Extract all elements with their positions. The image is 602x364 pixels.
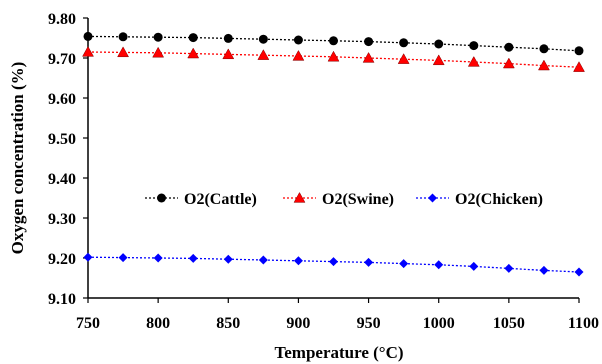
x-tick-label: 800 [146, 315, 170, 332]
legend-label: O2(Swine) [322, 191, 394, 208]
plot-area [82, 31, 585, 277]
data-point [258, 255, 268, 265]
y-tick-label: 9.30 [48, 211, 76, 228]
legend-item: O2(Chicken) [416, 191, 543, 208]
data-point [188, 33, 198, 43]
data-point [82, 45, 94, 57]
y-axis-title: Oxygen concentration (%) [8, 62, 27, 255]
data-point [434, 260, 444, 270]
legend: O2(Cattle) O2(Swine) O2(Chicken) [145, 191, 543, 208]
data-point [504, 263, 514, 273]
legend-marker [428, 193, 437, 203]
legend-label: O2(Chicken) [455, 191, 543, 208]
y-tick-label: 9.80 [48, 11, 76, 28]
data-point [118, 253, 128, 263]
legend-label: O2(Cattle) [184, 191, 257, 208]
x-axis-title: Temperature (°C) [274, 343, 403, 362]
y-tick-label: 9.50 [48, 131, 76, 148]
data-point [467, 55, 480, 67]
y-tick-label: 9.70 [48, 51, 76, 68]
legend-marker [157, 193, 166, 203]
data-point [538, 59, 550, 71]
data-point [292, 49, 305, 61]
data-point [502, 57, 515, 69]
data-point [504, 42, 514, 52]
data-point [539, 44, 549, 54]
x-tick-label: 750 [76, 315, 100, 332]
series-3 [83, 252, 584, 277]
tick-labels: 9.10 9.20 9.30 9.40 9.50 9.60 9.70 9.80 750 800 85… [48, 11, 599, 332]
data-point [83, 252, 93, 262]
x-tick-label: 900 [286, 315, 310, 332]
data-point [188, 253, 198, 263]
data-point [432, 54, 445, 66]
legend-marker [293, 191, 306, 203]
series-1 [83, 31, 584, 56]
data-point [153, 253, 163, 263]
data-point [223, 33, 233, 43]
data-point [573, 61, 585, 72]
series-2 [82, 45, 585, 72]
data-point [574, 46, 584, 56]
y-tick-label: 9.20 [48, 251, 76, 268]
data-point [434, 39, 444, 49]
data-point [364, 257, 374, 267]
x-tick-label: 1000 [423, 315, 455, 332]
x-tick-label: 1050 [493, 315, 525, 332]
data-point [117, 46, 129, 58]
data-point [153, 32, 163, 42]
data-point [574, 267, 584, 277]
legend-item: O2(Cattle) [145, 191, 257, 208]
data-point [83, 31, 93, 41]
data-point [118, 32, 128, 42]
data-point [293, 256, 303, 266]
axes [83, 17, 580, 303]
data-point [187, 47, 200, 59]
x-tick-label: 950 [357, 315, 381, 332]
data-point [397, 53, 410, 64]
data-point [257, 49, 270, 60]
data-point [469, 41, 479, 51]
data-point [329, 257, 338, 267]
y-tick-label: 9.60 [48, 91, 76, 108]
y-tick-label: 9.40 [48, 171, 76, 188]
data-point [258, 34, 268, 44]
data-point [223, 254, 233, 264]
data-point [327, 50, 340, 62]
data-point [469, 261, 479, 271]
legend-item: O2(Swine) [283, 191, 394, 208]
y-tick-label: 9.10 [48, 291, 76, 308]
data-point [364, 37, 374, 47]
data-point [293, 35, 303, 45]
data-point [399, 38, 409, 48]
x-tick-label: 850 [216, 315, 240, 332]
data-point [152, 46, 165, 58]
data-point [399, 259, 409, 269]
x-tick-label: 1100 [568, 315, 599, 332]
data-point [222, 48, 235, 60]
data-point [539, 265, 549, 275]
data-point [362, 51, 375, 63]
data-point [329, 36, 338, 46]
